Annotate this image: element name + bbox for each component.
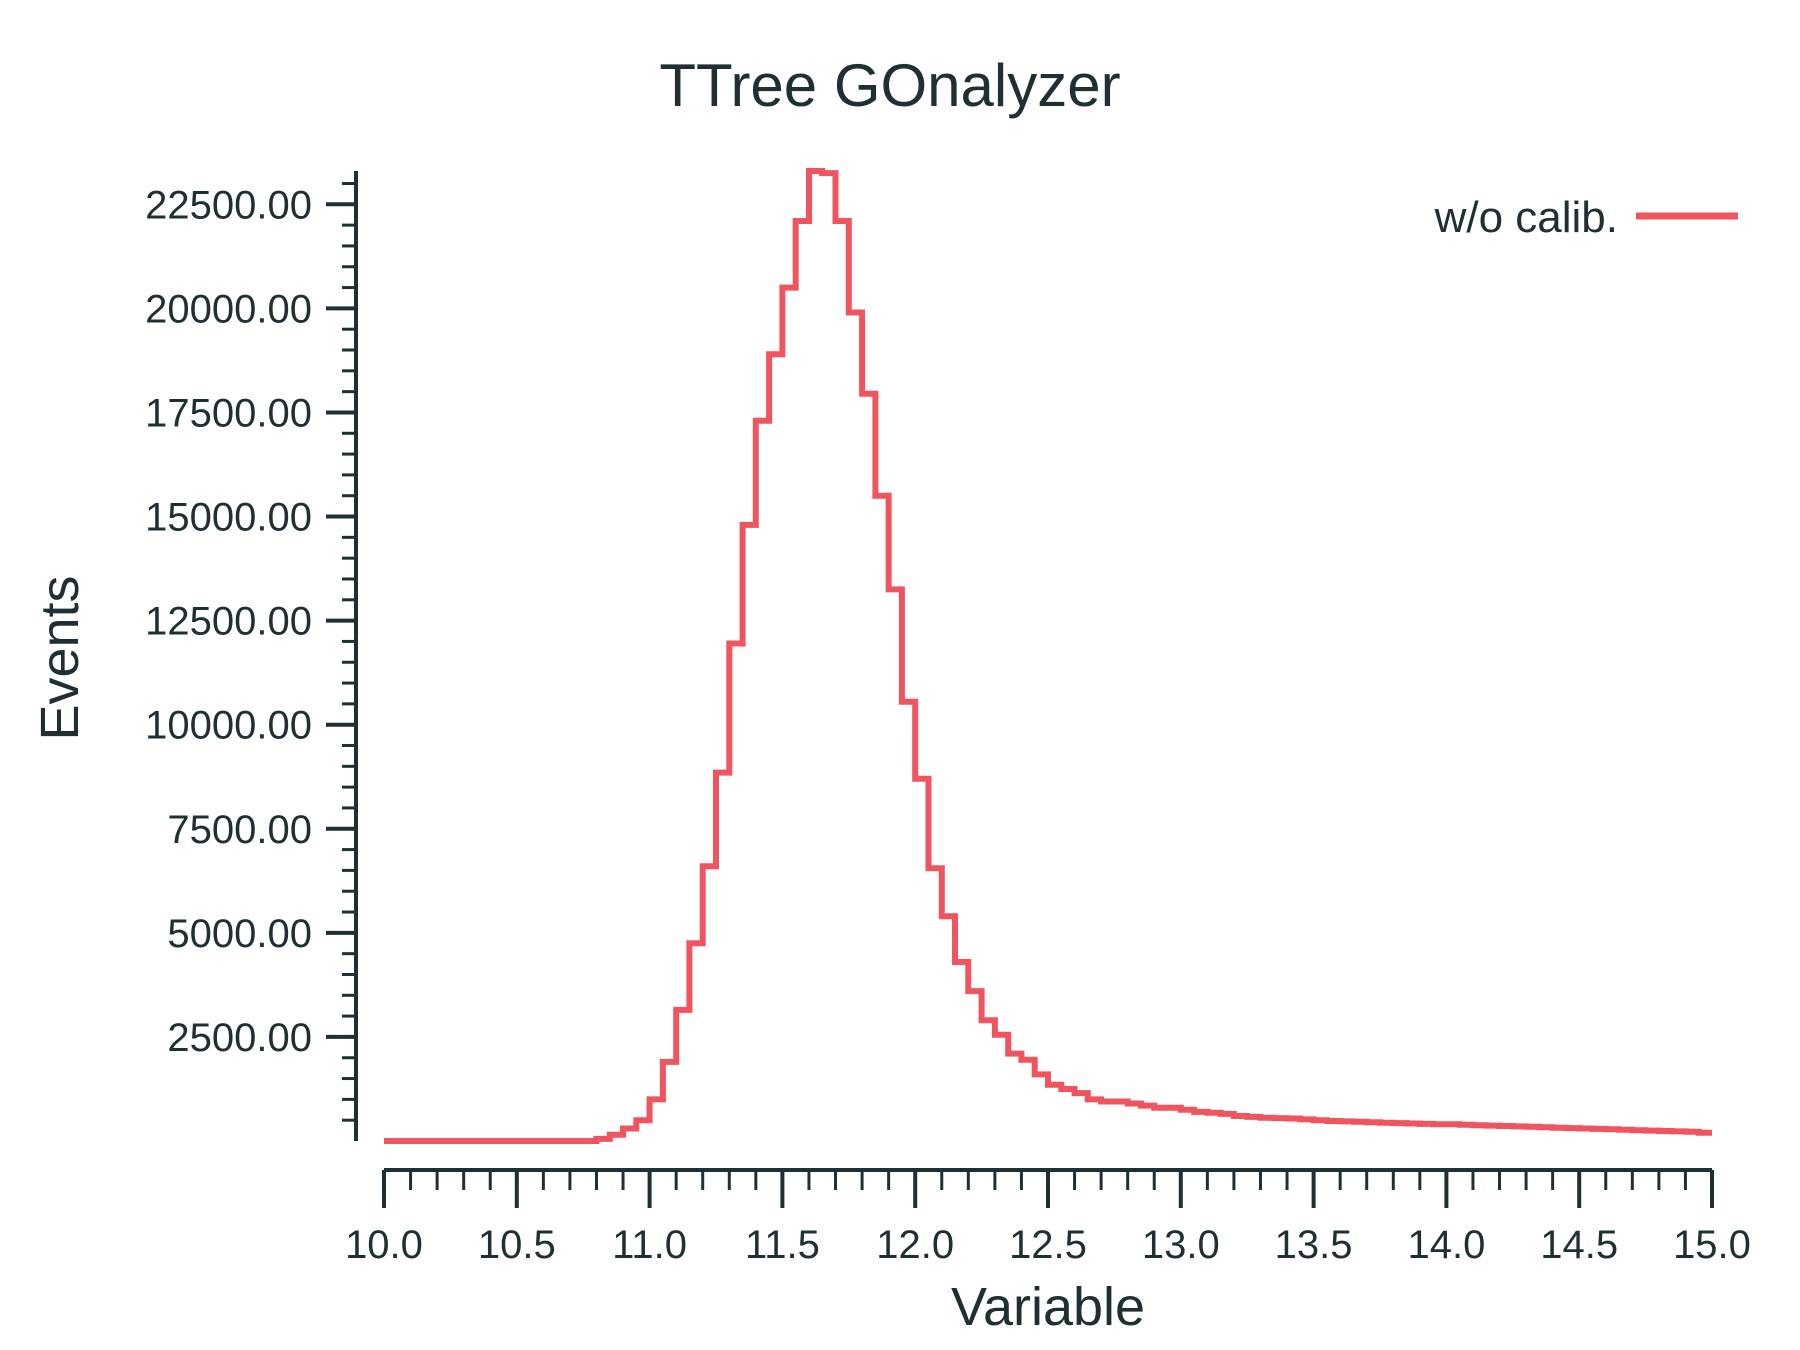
x-tick-label: 13.0 [1142, 1223, 1220, 1267]
x-tick-label: 10.0 [345, 1223, 423, 1267]
x-tick-label: 11.0 [612, 1223, 687, 1267]
y-minor-ticks [342, 181, 356, 1122]
y-tick-label: 22500.00 [145, 183, 312, 227]
y-tick-label: 15000.00 [145, 496, 312, 540]
y-tick-label: 5000.00 [167, 912, 312, 956]
x-minor-ticks [409, 1170, 1687, 1190]
y-tick-label: 10000.00 [145, 704, 312, 748]
x-major-ticks: 10.0 10.5 11.0 11.5 12.0 12.5 13.0 13.5 14.0 14.5… [345, 1170, 1751, 1267]
y-major-ticks: 2500.00 5000.00 7500.00 10000.00 12500.00 150… [145, 183, 356, 1060]
legend-label: w/o calib. [1434, 193, 1618, 242]
x-tick-label: 15.0 [1673, 1223, 1751, 1267]
x-tick-label: 12.0 [876, 1223, 954, 1267]
y-axis-label: Events [30, 575, 90, 740]
x-tick-label: 12.5 [1009, 1223, 1087, 1267]
y-tick-label: 20000.00 [145, 287, 312, 331]
x-tick-label: 10.5 [478, 1223, 556, 1267]
y-axis: 2500.00 5000.00 7500.00 10000.00 12500.00 150… [145, 171, 358, 1141]
x-tick-label: 11.5 [745, 1223, 820, 1267]
y-tick-label: 12500.00 [145, 600, 312, 644]
x-axis: 10.0 10.5 11.0 11.5 12.0 12.5 13.0 13.5 14.0 14.5… [345, 1168, 1751, 1267]
chart-title: TTree GOnalyzer [659, 52, 1120, 119]
x-tick-label: 14.0 [1407, 1223, 1485, 1267]
legend: w/o calib. [1434, 193, 1738, 242]
y-tick-label: 17500.00 [145, 391, 312, 435]
x-tick-label: 13.5 [1275, 1223, 1353, 1267]
y-tick-label: 7500.00 [167, 808, 312, 852]
x-axis-label: Variable [951, 1277, 1145, 1337]
x-tick-label: 14.5 [1540, 1223, 1618, 1267]
histogram-series-line [384, 168, 1712, 1144]
y-tick-label: 2500.00 [167, 1016, 312, 1060]
